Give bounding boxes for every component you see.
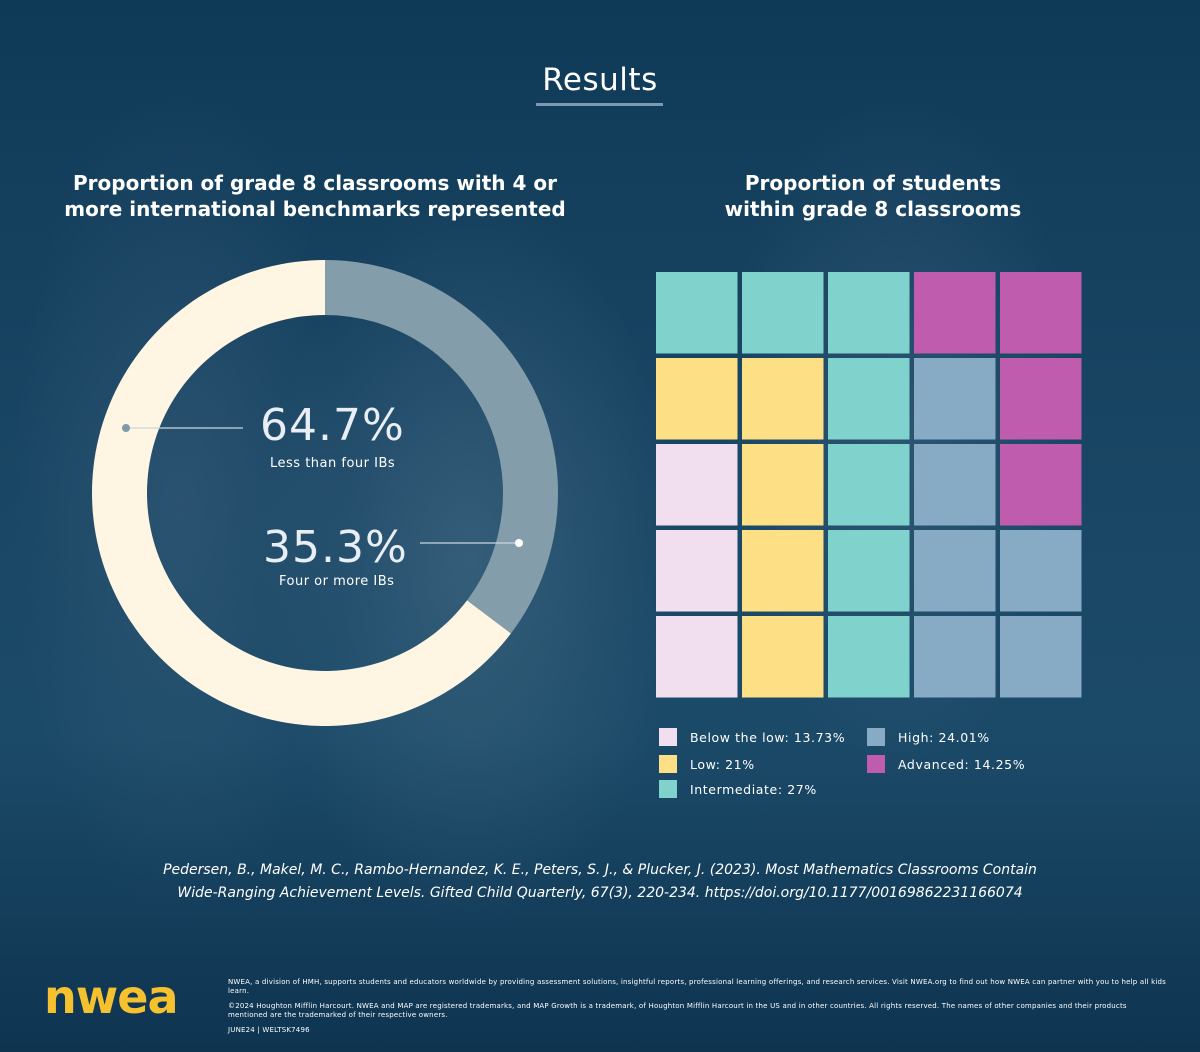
waffle-title-line-1: Proportion of students — [744, 171, 1002, 195]
waffle-cell-intermediate — [828, 272, 910, 354]
donut-slice-four-or-more — [325, 260, 558, 634]
waffle-cell-low — [742, 358, 824, 440]
donut-label-major-text: Less than four IBs — [270, 456, 396, 471]
legend-swatch — [659, 780, 677, 798]
waffle-cell-high — [914, 616, 996, 698]
waffle-cell-intermediate — [828, 444, 910, 526]
waffle-cell-high — [914, 530, 996, 612]
waffle-cell-intermediate — [828, 358, 910, 440]
page-title: Results — [542, 62, 658, 98]
donut-label-major-value: 64.7% — [260, 400, 405, 451]
legend-item-high: High: 24.01% — [867, 728, 990, 746]
waffle-cell-intermediate — [656, 272, 738, 354]
waffle-cell-advanced — [1000, 272, 1082, 354]
waffle-cell-advanced — [914, 272, 996, 354]
legend-label: Below the low: 13.73% — [690, 729, 846, 745]
donut-label-minor-value: 35.3% — [263, 522, 408, 573]
title-underline — [536, 103, 663, 106]
waffle-cell-below-low — [656, 616, 738, 698]
waffle-cell-low — [656, 358, 738, 440]
waffle-cell-intermediate — [828, 530, 910, 612]
leader-dot-major — [122, 424, 130, 432]
legend-item-advanced: Advanced: 14.25% — [867, 755, 1025, 773]
waffle-cell-low — [742, 616, 824, 698]
waffle-cell-high — [1000, 530, 1082, 612]
footer-code-text: JUNE24 | WELTSK7496 — [228, 1026, 310, 1034]
waffle-cell-advanced — [1000, 358, 1082, 440]
legend-label: High: 24.01% — [898, 729, 990, 745]
legend-label: Intermediate: 27% — [690, 781, 817, 797]
citation-line-1: Pedersen, B., Makel, M. C., Rambo-Hernan… — [163, 862, 1037, 878]
waffle-cell-below-low — [656, 444, 738, 526]
nwea-logo: nwea — [44, 970, 178, 1024]
citation-line-2: Wide-Ranging Achievement Levels. Gifted … — [177, 885, 1023, 901]
waffle-cell-high — [914, 358, 996, 440]
legend-label: Advanced: 14.25% — [898, 756, 1026, 772]
waffle-cell-below-low — [656, 530, 738, 612]
waffle-chart — [656, 272, 1082, 698]
legend-swatch — [659, 755, 677, 773]
waffle-cell-intermediate — [742, 272, 824, 354]
footer-about-text: NWEA, a division of HMH, supports studen… — [228, 978, 1166, 995]
waffle-title-line-2: within grade 8 classrooms — [724, 197, 1022, 221]
footer-copyright-text: ©2024 Houghton Mifflin Harcourt. NWEA an… — [228, 1002, 1127, 1019]
donut-label-minor-text: Four or more IBs — [279, 574, 395, 589]
legend-swatch — [867, 728, 885, 746]
donut-title-line-2: more international benchmarks represente… — [64, 197, 566, 221]
waffle-cell-intermediate — [828, 616, 910, 698]
legend-swatch — [659, 728, 677, 746]
waffle-cell-advanced — [1000, 444, 1082, 526]
legend-item-intermediate: Intermediate: 27% — [659, 780, 817, 798]
donut-chart-title: Proportion of grade 8 classrooms with 4 … — [40, 170, 590, 222]
waffle-cell-high — [1000, 616, 1082, 698]
waffle-cell-high — [914, 444, 996, 526]
legend-item-low: Low: 21% — [659, 755, 755, 773]
leader-dot-minor — [515, 539, 523, 547]
waffle-cell-low — [742, 444, 824, 526]
citation: Pedersen, B., Makel, M. C., Rambo-Hernan… — [60, 859, 1140, 905]
waffle-chart-title: Proportion of students within grade 8 cl… — [620, 170, 1126, 222]
waffle-cell-low — [742, 530, 824, 612]
legend-label: Low: 21% — [690, 756, 755, 772]
donut-title-line-1: Proportion of grade 8 classrooms with 4 … — [73, 171, 557, 195]
legend-item-below-low: Below the low: 13.73% — [659, 728, 845, 746]
legend-swatch — [867, 755, 885, 773]
